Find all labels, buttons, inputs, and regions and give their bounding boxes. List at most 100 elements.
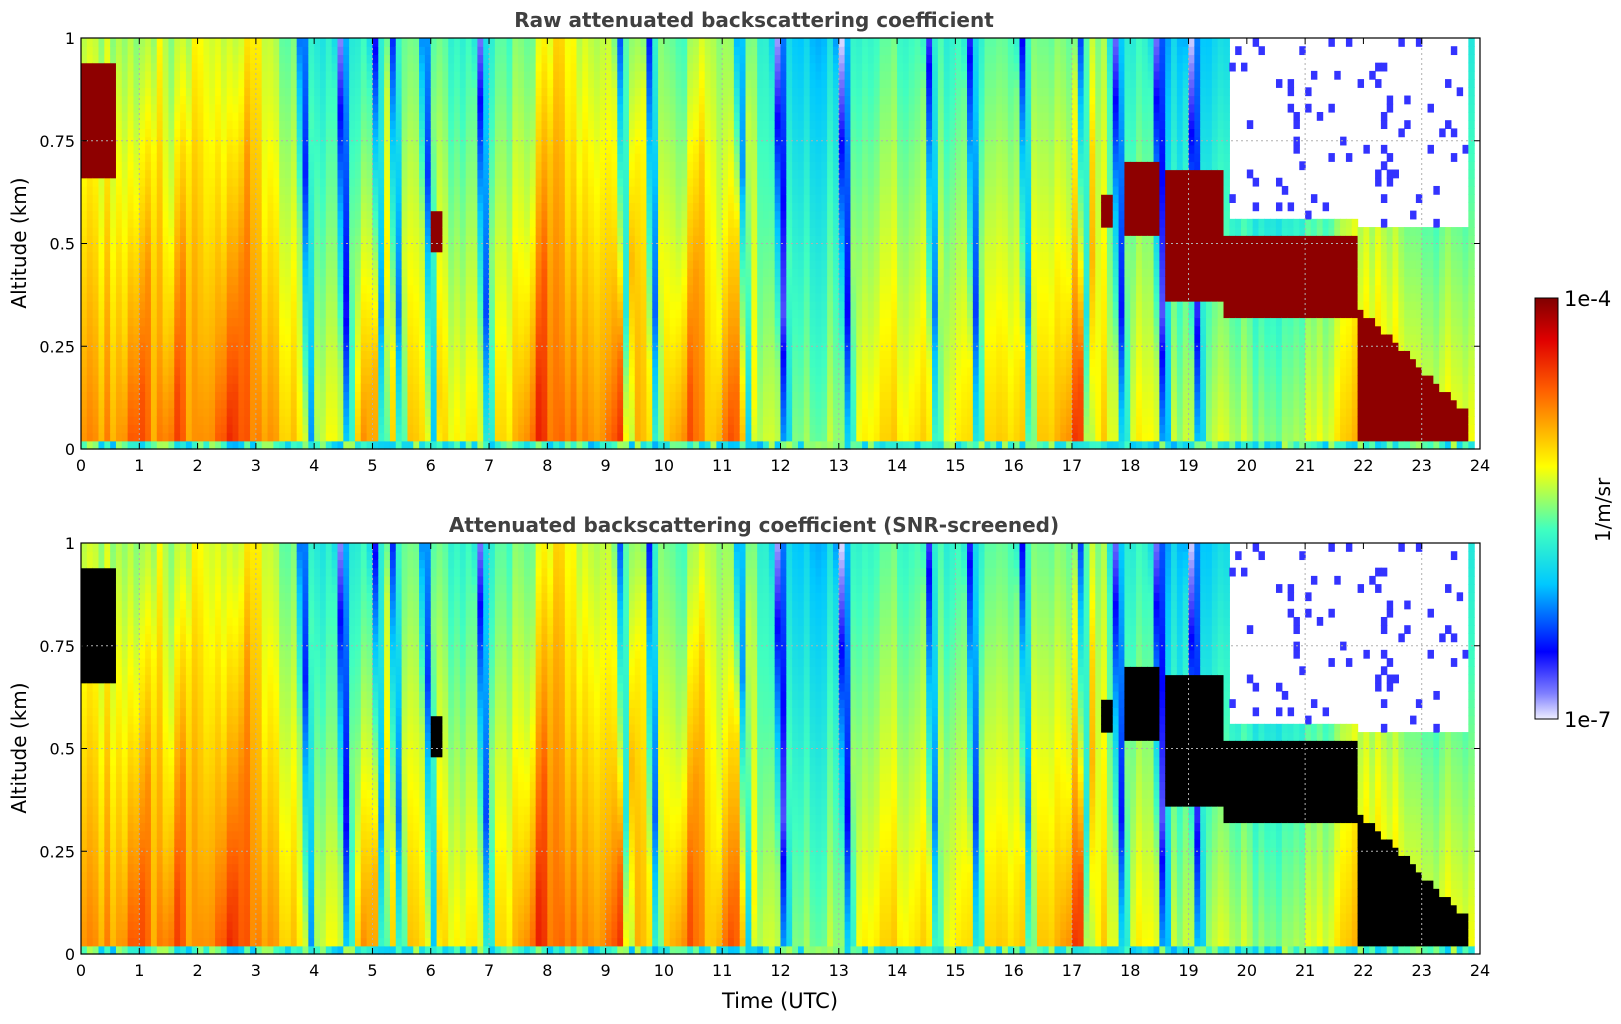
heatmap-cell — [104, 145, 110, 154]
heatmap-cell — [238, 317, 244, 326]
heatmap-cell — [87, 433, 93, 442]
heatmap-cell — [244, 170, 250, 179]
heatmap-cell — [139, 326, 145, 335]
heatmap-cell — [145, 367, 151, 376]
heatmap-cell — [192, 326, 198, 335]
heatmap-cell — [168, 317, 174, 326]
heatmap-cell — [157, 186, 163, 195]
heatmap-cell — [180, 350, 186, 359]
heatmap-cell — [168, 383, 174, 392]
heatmap-cell — [163, 79, 169, 88]
heatmap-cell — [192, 194, 198, 203]
heatmap-cell — [180, 293, 186, 302]
heatmap-cell — [151, 400, 157, 409]
heatmap-cell — [87, 326, 93, 335]
heatmap-cell — [227, 301, 233, 310]
heatmap-cell — [180, 391, 186, 400]
heatmap-cell — [81, 63, 87, 72]
heatmap-cell — [145, 293, 151, 302]
heatmap-cell — [116, 153, 122, 162]
heatmap-cell — [256, 424, 262, 433]
heatmap-cell — [116, 309, 122, 318]
heatmap-cell — [157, 334, 163, 343]
heatmap-cell — [93, 54, 99, 63]
heatmap-cell — [110, 400, 116, 409]
heatmap-cell — [209, 170, 215, 179]
heatmap-cell — [122, 71, 128, 80]
heatmap-cell — [186, 219, 192, 228]
heatmap-cell — [98, 87, 104, 96]
heatmap-cell — [87, 375, 93, 384]
heatmap-cell — [227, 112, 233, 121]
heatmap-cell — [180, 145, 186, 154]
heatmap-cell — [186, 96, 192, 105]
heatmap-cell — [238, 416, 244, 425]
heatmap-cell — [87, 79, 93, 88]
heatmap-cell — [98, 301, 104, 310]
heatmap-cell — [233, 186, 239, 195]
heatmap-cell — [192, 350, 198, 359]
heatmap-cell — [233, 227, 239, 236]
heatmap-cell — [116, 244, 122, 253]
heatmap-cell — [186, 285, 192, 294]
heatmap-cell — [233, 400, 239, 409]
heatmap-cell — [227, 441, 233, 450]
heatmap-cell — [157, 153, 163, 162]
heatmap-cell — [262, 219, 268, 228]
heatmap-cell — [98, 79, 104, 88]
heatmap-cell — [116, 96, 122, 105]
heatmap-cell — [174, 170, 180, 179]
heatmap-cell — [203, 153, 209, 162]
heatmap-cell — [116, 235, 122, 244]
heatmap-cell — [262, 326, 268, 335]
heatmap-cell — [151, 46, 157, 55]
heatmap-cell — [93, 79, 99, 88]
heatmap-cell — [215, 54, 221, 63]
heatmap-cell — [215, 293, 221, 302]
heatmap-cell — [151, 54, 157, 63]
heatmap-cell — [110, 235, 116, 244]
heatmap-cell — [174, 276, 180, 285]
heatmap-cell — [168, 211, 174, 220]
heatmap-cell — [180, 211, 186, 220]
heatmap-cell — [203, 87, 209, 96]
heatmap-cell — [174, 375, 180, 384]
heatmap-cell — [168, 178, 174, 187]
heatmap-cell — [227, 38, 233, 47]
heatmap-cell — [128, 194, 134, 203]
heatmap-cell — [180, 79, 186, 88]
heatmap-cell — [256, 63, 262, 72]
heatmap-cell — [174, 244, 180, 253]
heatmap-cell — [238, 408, 244, 417]
heatmap-cell — [145, 391, 151, 400]
heatmap-cell — [110, 202, 116, 211]
heatmap-cell — [87, 120, 93, 129]
heatmap-cell — [227, 317, 233, 326]
heatmap-cell — [244, 309, 250, 318]
heatmap-cell — [93, 400, 99, 409]
heatmap-cell — [139, 252, 145, 261]
heatmap-cell — [157, 161, 163, 170]
heatmap-cell — [116, 375, 122, 384]
heatmap-cell — [238, 285, 244, 294]
heatmap-cell — [139, 400, 145, 409]
heatmap-cell — [122, 359, 128, 368]
heatmap-cell — [186, 170, 192, 179]
heatmap-cell — [98, 38, 104, 47]
heatmap-cell — [209, 350, 215, 359]
heatmap-cell — [110, 96, 116, 105]
heatmap-cell — [128, 63, 134, 72]
heatmap-cell — [238, 375, 244, 384]
heatmap-cell — [98, 219, 104, 228]
heatmap-cell — [198, 112, 204, 121]
heatmap-cell — [157, 87, 163, 96]
heatmap-cell — [128, 424, 134, 433]
heatmap-cell — [198, 391, 204, 400]
heatmap-cell — [221, 416, 227, 425]
heatmap-cell — [139, 235, 145, 244]
heatmap-cell — [238, 104, 244, 113]
heatmap-cell — [116, 194, 122, 203]
heatmap-cell — [203, 350, 209, 359]
heatmap-cell — [198, 433, 204, 442]
heatmap-cell — [151, 252, 157, 261]
